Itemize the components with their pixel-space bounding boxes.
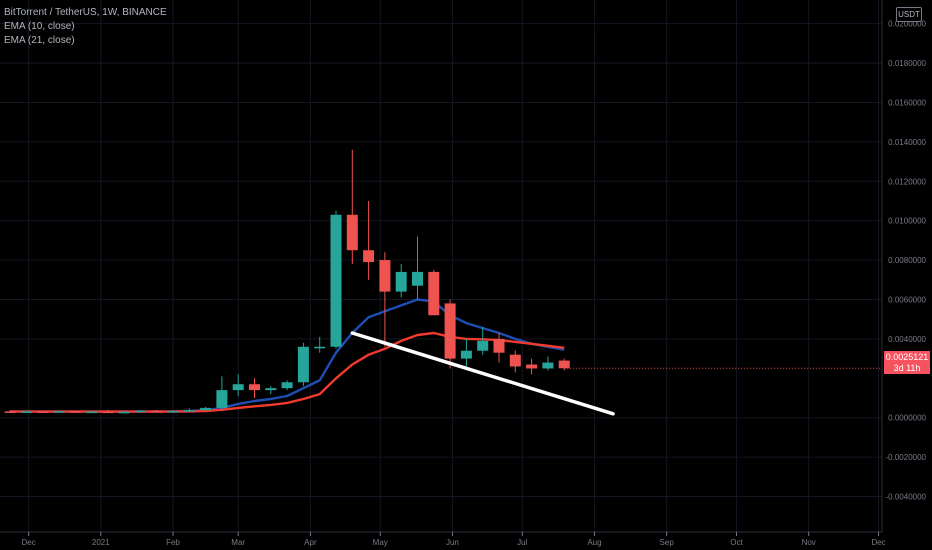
candle-body [4, 411, 16, 413]
bar-countdown: 3d 11h [893, 363, 921, 373]
x-tick-label: Sep [660, 538, 675, 547]
candle-body [265, 388, 277, 391]
candle-body [20, 411, 32, 413]
candle-body [493, 338, 505, 353]
last-price-value: 0.0025121 [885, 352, 929, 362]
last-price-tag: 0.0025121 3d 11h [884, 351, 930, 374]
ema-lines [10, 298, 565, 413]
candle-body [314, 346, 326, 349]
x-tick-label: Oct [730, 538, 743, 547]
candle-body [379, 260, 391, 292]
y-tick-label: -0.0020000 [886, 453, 927, 462]
ema21-legend[interactable]: EMA (21, close) [4, 35, 75, 46]
ema21-line [10, 331, 565, 413]
candle-body [412, 271, 423, 286]
y-tick-label: 0.0140000 [888, 138, 926, 147]
candle-body [102, 411, 114, 414]
y-tick-label: 0.0040000 [888, 335, 926, 344]
candle-body [37, 411, 49, 413]
candle-body [297, 346, 309, 383]
candle-body [200, 407, 212, 411]
ema10-legend[interactable]: EMA (10, close) [4, 21, 75, 32]
y-tick-label: 0.0180000 [888, 59, 926, 68]
candle-body [509, 354, 521, 367]
candle-body [118, 411, 130, 414]
candle-body [167, 411, 179, 413]
y-tick-label: -0.0040000 [886, 493, 927, 502]
x-tick-label: Dec [871, 538, 885, 547]
candle-body [183, 410, 195, 412]
x-tick-label: Jun [446, 538, 459, 547]
time-axis: Dec 2021 Feb Mar Apr May Jun Jul Aug Sep Oct Nov Dec [22, 532, 886, 547]
candle-body [460, 350, 472, 359]
candle-body [53, 411, 65, 413]
y-tick-label: 0.0160000 [888, 98, 926, 107]
currency-badge[interactable]: USDT [896, 7, 922, 22]
y-tick-label: 0.0200000 [888, 20, 926, 29]
candle-body [216, 390, 228, 408]
candle-body [428, 271, 440, 316]
candle-body [542, 362, 554, 369]
x-tick-label: Aug [587, 538, 601, 547]
y-tick-label: 0.0080000 [888, 256, 926, 265]
y-tick-label: 0.0000000 [888, 414, 926, 423]
candle-body [346, 214, 358, 251]
chart-legend: BitTorrent / TetherUS, 1W, BINANCE EMA (… [4, 6, 167, 48]
candle-body [232, 384, 244, 391]
candle-body [249, 384, 260, 391]
x-tick-label: Feb [166, 538, 180, 547]
y-tick-label: 0.0060000 [888, 295, 926, 304]
candle-body [558, 360, 570, 369]
candle-body [395, 271, 407, 292]
candle-body [526, 364, 538, 369]
x-tick-label: Jul [517, 538, 527, 547]
x-tick-label: May [373, 538, 388, 547]
candle-body [444, 303, 456, 359]
x-tick-label: Mar [231, 538, 245, 547]
x-tick-label: 2021 [92, 538, 110, 547]
symbol-title[interactable]: BitTorrent / TetherUS, 1W, BINANCE [4, 7, 167, 18]
trendline [350, 331, 615, 416]
candle-body [363, 250, 375, 263]
x-tick-label: Nov [802, 538, 816, 547]
candle-body [477, 340, 489, 351]
candle-body [69, 411, 81, 413]
candles [4, 149, 882, 414]
trendline-segment [350, 331, 615, 416]
candle-body [134, 410, 146, 413]
x-tick-label: Apr [304, 538, 317, 547]
candle-body [330, 214, 342, 347]
x-tick-label: Dec [22, 538, 36, 547]
candle-body [281, 382, 293, 389]
price-axis: 0.0200000 0.0180000 0.0160000 0.0140000 0.01… [886, 20, 927, 502]
y-tick-label: 0.0100000 [888, 217, 926, 226]
candle-body [151, 410, 163, 413]
y-tick-label: 0.0120000 [888, 177, 926, 186]
candle-body [86, 411, 97, 414]
